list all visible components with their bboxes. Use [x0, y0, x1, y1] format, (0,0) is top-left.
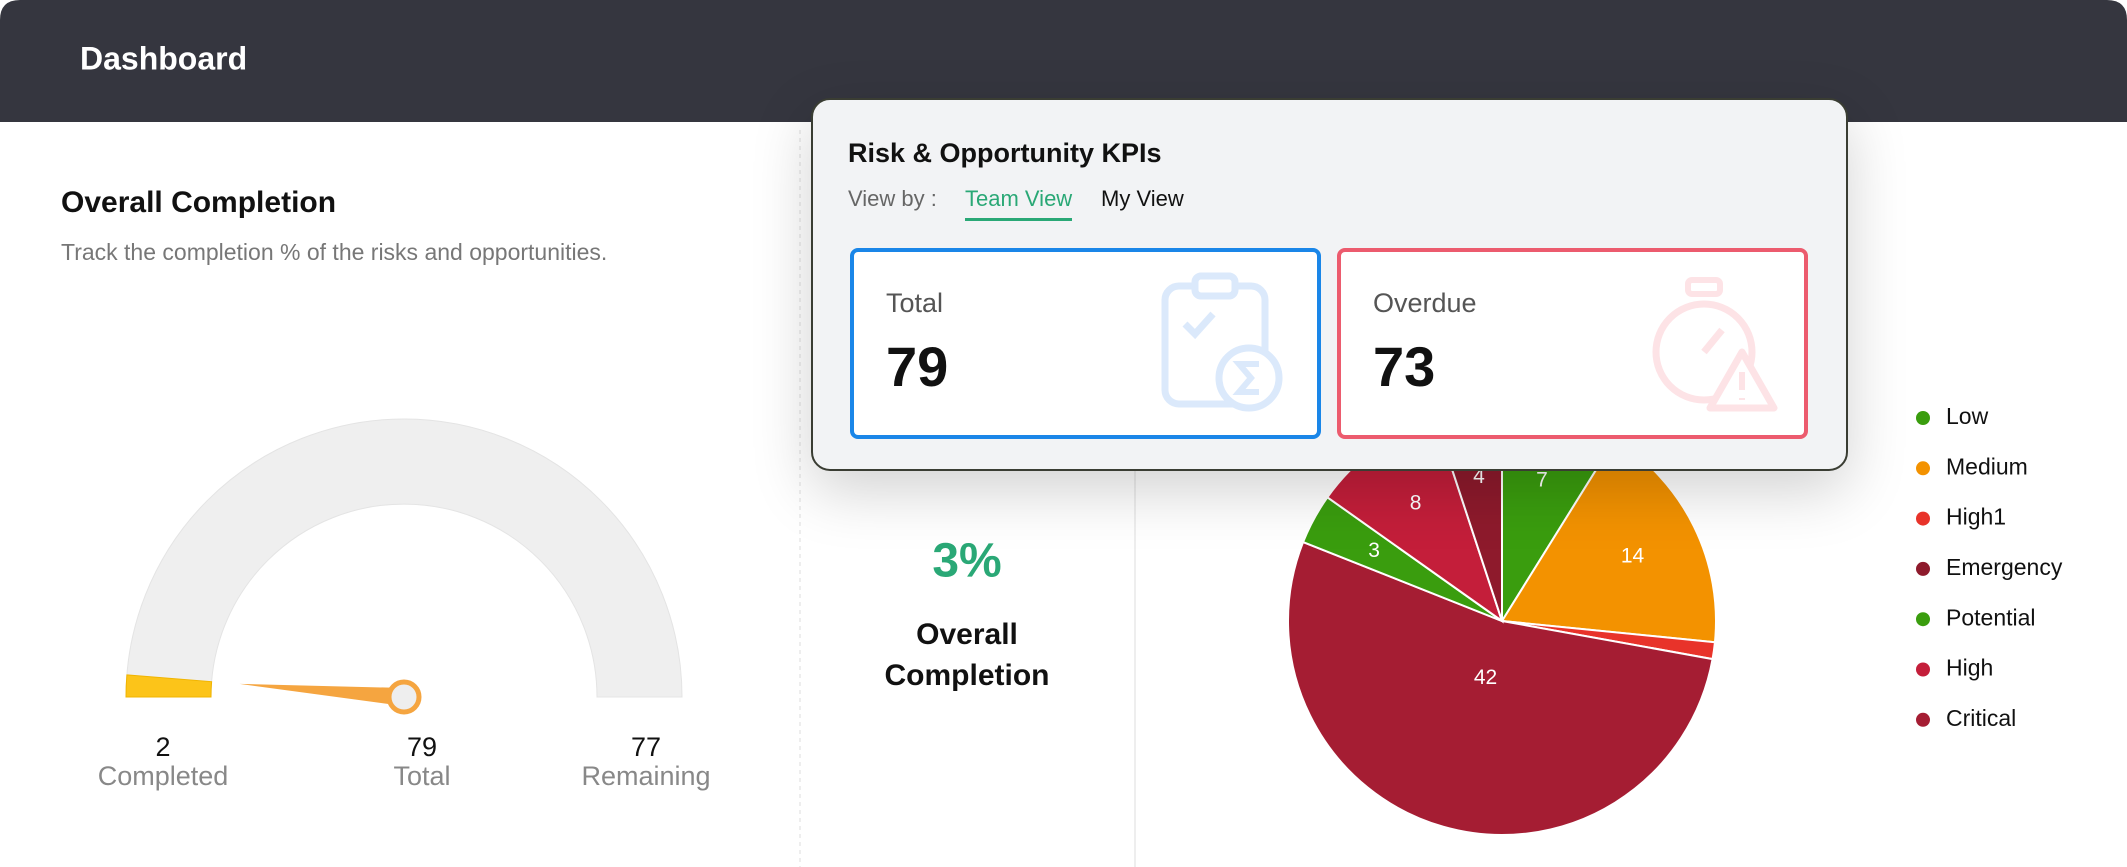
gauge-label: Remaining [581, 761, 710, 791]
kpi-card: Overdue 73 [1337, 248, 1808, 439]
pie-slice [1287, 540, 1714, 836]
completion-label: Overall [916, 618, 1018, 651]
completion-percent: 3% [932, 535, 1001, 588]
legend-marker [1916, 561, 1930, 576]
legend-marker [1916, 511, 1930, 526]
legend-marker [1916, 712, 1930, 727]
legend-marker [1916, 461, 1930, 476]
legend-label: Medium [1946, 453, 2028, 479]
legend: Low Medium High1 Emergency Potential High Crit… [1916, 403, 2063, 731]
legend-label: High [1946, 655, 1993, 681]
legend-label: Potential [1946, 604, 2036, 630]
legend-marker [1916, 612, 1930, 627]
kpi-label: Total [886, 288, 944, 318]
popup-title: Risk & Opportunity KPIs [848, 138, 1162, 168]
legend-label: Critical [1946, 705, 2016, 731]
gauge-fill [125, 674, 213, 698]
kpi-value: 73 [1373, 335, 1436, 398]
section-title: Overall Completion [61, 186, 336, 219]
kpi-label: Overdue [1373, 288, 1477, 318]
tab[interactable]: My View [1101, 186, 1184, 211]
kpi-popup: Risk & Opportunity KPIs View by : Team V… [811, 98, 1848, 471]
slice-label: 3 [1368, 539, 1380, 562]
legend-label: High1 [1946, 504, 2006, 530]
gauge-value: 79 [407, 732, 437, 762]
kpi-value: 79 [886, 335, 949, 398]
legend-marker [1916, 411, 1930, 425]
slice-label: 8 [1410, 492, 1422, 515]
gauge-value: 77 [631, 732, 661, 762]
legend-marker [1916, 662, 1930, 677]
legend-label: Emergency [1946, 554, 2063, 580]
gauge-needle [239, 683, 405, 706]
card-icon [1161, 272, 1283, 412]
slice-label: 42 [1474, 666, 1497, 689]
header-title: Dashboard [80, 40, 247, 76]
tab[interactable]: Team View [965, 186, 1073, 221]
gauge-value: 2 [155, 732, 170, 762]
kpi-card: Total 79 [850, 248, 1321, 439]
section-subtitle: Track the completion % of the risks and … [61, 239, 607, 265]
slice-label: 14 [1621, 544, 1645, 567]
legend-label: Low [1946, 403, 1989, 429]
header-bar [0, 0, 2127, 122]
completion-label: Completion [885, 659, 1050, 692]
gauge-label: Total [393, 761, 450, 791]
gauge-hub [386, 679, 422, 715]
card-icon [1652, 277, 1778, 412]
slice-label: 7 [1536, 469, 1548, 492]
gauge-label: Completed [98, 761, 229, 791]
gauge-track [125, 418, 683, 698]
view-by-label: View by : [848, 186, 937, 211]
